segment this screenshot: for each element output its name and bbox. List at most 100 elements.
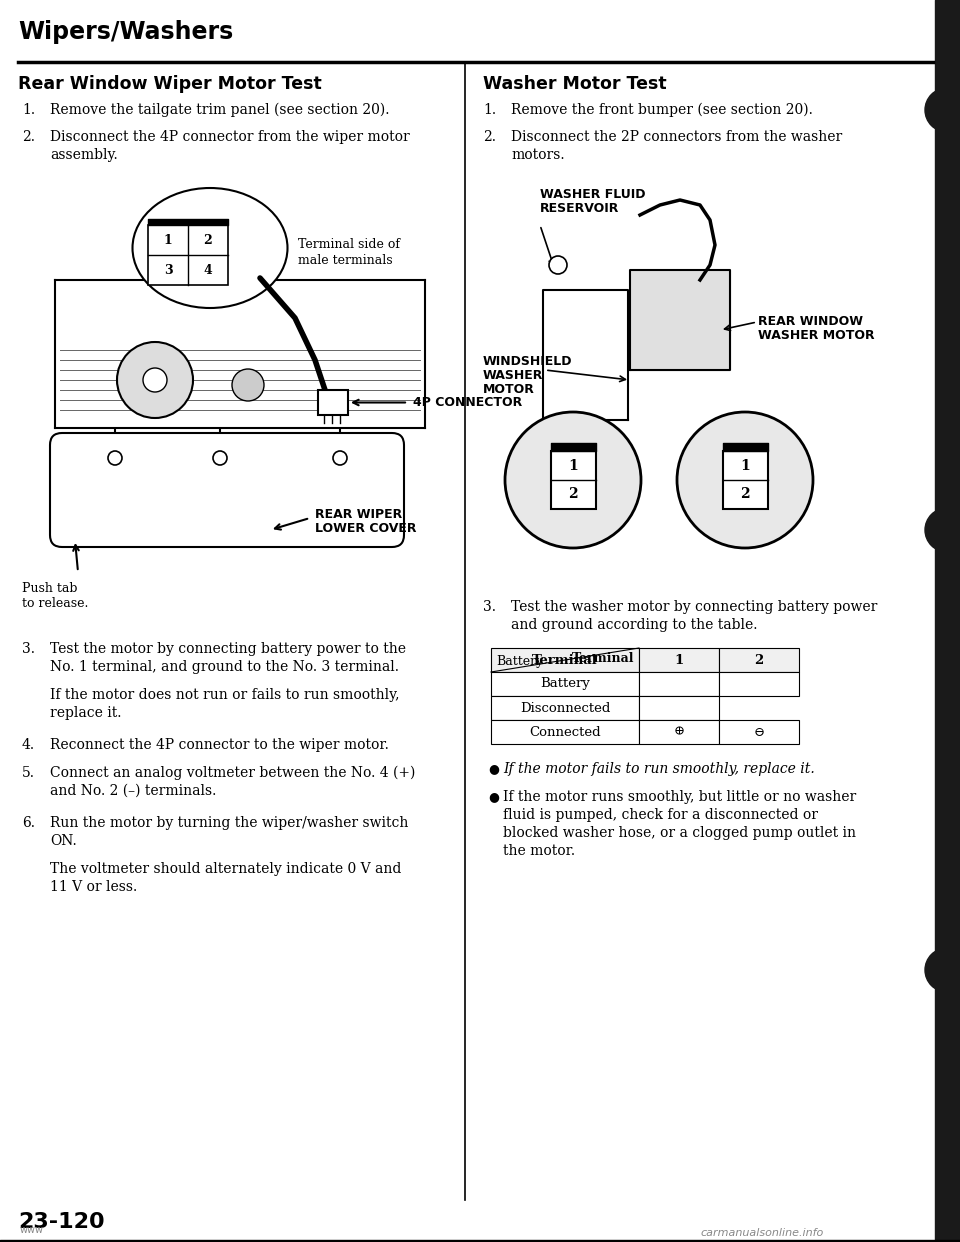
- Polygon shape: [630, 270, 730, 370]
- Text: Push tab: Push tab: [22, 582, 78, 595]
- Circle shape: [143, 368, 167, 392]
- Text: LOWER COVER: LOWER COVER: [315, 522, 417, 535]
- Bar: [719, 648, 799, 672]
- Text: WINDSHIELD: WINDSHIELD: [483, 355, 572, 368]
- Text: 2: 2: [204, 233, 212, 246]
- Text: 2: 2: [740, 488, 750, 502]
- Text: ⊕: ⊕: [673, 725, 684, 739]
- Text: the motor.: the motor.: [503, 845, 575, 858]
- Text: REAR WINDOW: REAR WINDOW: [758, 315, 863, 328]
- Text: fluid is pumped, check for a disconnected or: fluid is pumped, check for a disconnecte…: [503, 809, 818, 822]
- Text: 6.: 6.: [22, 816, 35, 830]
- Text: Test the motor by connecting battery power to the: Test the motor by connecting battery pow…: [50, 642, 406, 656]
- Text: Remove the tailgate trim panel (see section 20).: Remove the tailgate trim panel (see sect…: [50, 103, 390, 118]
- Text: carmanualsonline.info: carmanualsonline.info: [700, 1228, 824, 1238]
- Text: Remove the front bumper (see section 20).: Remove the front bumper (see section 20)…: [511, 103, 813, 118]
- Text: Disconnect the 2P connectors from the washer: Disconnect the 2P connectors from the wa…: [511, 130, 842, 144]
- Text: If the motor runs smoothly, but little or no washer: If the motor runs smoothly, but little o…: [503, 790, 856, 804]
- Text: 2: 2: [568, 488, 578, 502]
- Circle shape: [677, 412, 813, 548]
- Text: Connect an analog voltmeter between the No. 4 (+): Connect an analog voltmeter between the …: [50, 766, 416, 780]
- Text: 5.: 5.: [22, 766, 35, 780]
- Circle shape: [925, 948, 960, 992]
- Text: assembly.: assembly.: [50, 148, 118, 161]
- Text: WASHER: WASHER: [483, 369, 543, 383]
- Bar: [639, 672, 719, 696]
- Circle shape: [549, 256, 567, 274]
- Bar: [491, 696, 639, 720]
- Text: 4P CONNECTOR: 4P CONNECTOR: [413, 396, 522, 409]
- Text: 1.: 1.: [22, 103, 36, 117]
- Circle shape: [117, 342, 193, 419]
- Bar: [639, 648, 719, 672]
- Bar: [719, 672, 799, 696]
- Text: www: www: [20, 1225, 44, 1235]
- Bar: [639, 696, 719, 720]
- Text: ON.: ON.: [50, 833, 77, 848]
- Text: ⊖: ⊖: [754, 725, 764, 739]
- Text: 4.: 4.: [22, 738, 36, 751]
- Text: male terminals: male terminals: [298, 255, 393, 267]
- Text: 3: 3: [164, 263, 172, 277]
- Text: 3.: 3.: [22, 642, 35, 656]
- Text: 1: 1: [568, 458, 578, 472]
- Circle shape: [108, 451, 122, 465]
- Bar: [550, 451, 595, 509]
- Text: 2.: 2.: [483, 130, 496, 144]
- Text: and No. 2 (–) terminals.: and No. 2 (–) terminals.: [50, 784, 216, 799]
- Bar: [491, 648, 639, 672]
- Text: ●: ●: [488, 790, 499, 804]
- Circle shape: [232, 369, 264, 401]
- Text: If the motor fails to run smoothly, replace it.: If the motor fails to run smoothly, repl…: [503, 763, 815, 776]
- Text: 3.: 3.: [483, 600, 496, 614]
- Bar: [491, 672, 639, 696]
- Bar: [491, 720, 639, 744]
- Text: Disconnect the 4P connector from the wiper motor: Disconnect the 4P connector from the wip…: [50, 130, 410, 144]
- Text: Terminal: Terminal: [571, 652, 634, 664]
- Circle shape: [925, 508, 960, 551]
- Circle shape: [333, 451, 347, 465]
- Text: Terminal: Terminal: [532, 653, 598, 667]
- Text: The voltmeter should alternately indicate 0 V and: The voltmeter should alternately indicat…: [50, 862, 401, 876]
- Text: Battery: Battery: [496, 655, 543, 668]
- Text: Test the washer motor by connecting battery power: Test the washer motor by connecting batt…: [511, 600, 877, 614]
- Circle shape: [925, 88, 960, 132]
- Text: blocked washer hose, or a clogged pump outlet in: blocked washer hose, or a clogged pump o…: [503, 826, 856, 840]
- Text: No. 1 terminal, and ground to the No. 3 terminal.: No. 1 terminal, and ground to the No. 3 …: [50, 660, 399, 674]
- FancyBboxPatch shape: [50, 433, 404, 546]
- Text: 2: 2: [755, 653, 763, 667]
- Text: ●: ●: [488, 763, 499, 775]
- Text: Wipers/Washers: Wipers/Washers: [18, 20, 233, 43]
- Text: Run the motor by turning the wiper/washer switch: Run the motor by turning the wiper/washe…: [50, 816, 408, 830]
- Bar: [719, 720, 799, 744]
- Text: If the motor does not run or fails to run smoothly,: If the motor does not run or fails to ru…: [50, 688, 399, 702]
- Bar: [148, 225, 228, 284]
- Circle shape: [213, 451, 227, 465]
- Text: replace it.: replace it.: [50, 705, 122, 720]
- Text: WASHER FLUID: WASHER FLUID: [540, 188, 645, 201]
- Text: and ground according to the table.: and ground according to the table.: [511, 619, 757, 632]
- Text: 1.: 1.: [483, 103, 496, 117]
- Text: 11 V or less.: 11 V or less.: [50, 881, 137, 894]
- Text: WASHER MOTOR: WASHER MOTOR: [758, 329, 875, 342]
- Text: Battery: Battery: [540, 677, 590, 691]
- Bar: [639, 720, 719, 744]
- Bar: [719, 696, 799, 720]
- Text: Reconnect the 4P connector to the wiper motor.: Reconnect the 4P connector to the wiper …: [50, 738, 389, 751]
- Circle shape: [505, 412, 641, 548]
- Text: RESERVOIR: RESERVOIR: [540, 202, 619, 215]
- Bar: [723, 451, 767, 509]
- Text: 2.: 2.: [22, 130, 35, 144]
- Text: Terminal side of: Terminal side of: [298, 238, 400, 251]
- Text: REAR WIPER: REAR WIPER: [315, 508, 402, 520]
- Ellipse shape: [132, 188, 287, 308]
- Text: Rear Window Wiper Motor Test: Rear Window Wiper Motor Test: [18, 75, 322, 93]
- Text: Disconnected: Disconnected: [519, 702, 611, 714]
- Text: 1: 1: [740, 458, 750, 472]
- Text: 23-120: 23-120: [18, 1212, 105, 1232]
- Text: Connected: Connected: [529, 725, 601, 739]
- Text: Washer Motor Test: Washer Motor Test: [483, 75, 666, 93]
- Text: MOTOR: MOTOR: [483, 383, 535, 396]
- Text: 1: 1: [674, 653, 684, 667]
- Text: 4: 4: [204, 263, 212, 277]
